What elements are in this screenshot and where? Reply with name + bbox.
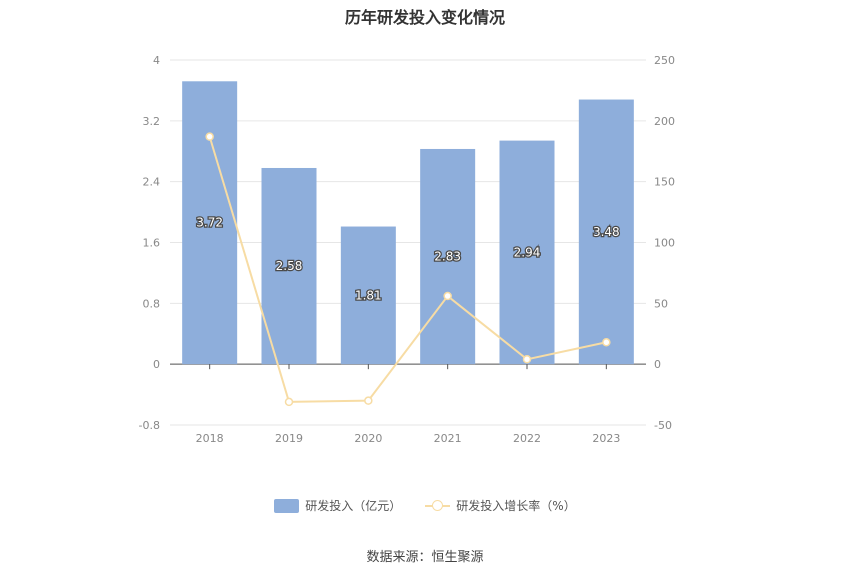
growth-rate-point — [522, 355, 532, 364]
legend-bar-swatch — [274, 498, 300, 513]
y-right-tick-label: 250 — [654, 54, 675, 67]
bar-value-label: 3.48 — [593, 225, 620, 239]
x-tick-label: 2023 — [592, 432, 620, 445]
bar — [499, 140, 555, 365]
y-left-tick-label: 1.6 — [143, 237, 161, 250]
growth-rate-point — [284, 397, 294, 407]
y-left-tick-label: -0.8 — [139, 419, 160, 432]
legend-line-swatch — [425, 499, 451, 513]
x-tick-label: 2018 — [196, 432, 224, 445]
growth-rate-line — [208, 136, 607, 403]
y-left-tick-label: 3.2 — [143, 115, 161, 128]
y-right-tick-label: -50 — [654, 419, 672, 432]
growth-rate-point — [443, 291, 452, 301]
bar — [340, 226, 396, 365]
data-source: 数据来源：恒生聚源 — [366, 550, 484, 565]
x-tick-label: 2020 — [354, 432, 382, 445]
y-right-tick-label: 150 — [654, 176, 675, 189]
x-tick-label: 2022 — [513, 432, 541, 445]
y-right-tick-label: 100 — [654, 237, 675, 250]
y-left-tick-label: 4 — [153, 54, 160, 67]
y-right-tick-label: 200 — [654, 115, 675, 128]
bar — [578, 99, 634, 365]
bar — [261, 167, 317, 365]
bar-value-label: 2.58 — [276, 259, 303, 273]
y-right-tick-label: 0 — [654, 358, 661, 371]
bar-value-label: 1.81 — [355, 288, 382, 302]
growth-rate-point — [205, 132, 214, 141]
legend-label-rd-investment: 研发投入（亿元） — [305, 499, 402, 513]
bar-value-label: 3.72 — [196, 216, 223, 230]
y-left-tick-label: 2.4 — [143, 176, 161, 189]
y-right-tick-label: 50 — [654, 297, 668, 310]
y-left-tick-label: 0 — [153, 358, 160, 371]
x-tick-label: 2019 — [275, 432, 303, 445]
bar-value-label: 2.83 — [434, 250, 461, 264]
y-left-tick-label: 0.8 — [143, 297, 161, 310]
legend-item-growth-rate[interactable]: 研发投入增长率（%） — [425, 497, 576, 514]
bar — [420, 148, 476, 365]
legend-label-growth-rate: 研发投入增长率（%） — [456, 499, 576, 513]
legend-item-rd-investment[interactable]: 研发投入（亿元） — [274, 497, 401, 514]
bar — [182, 81, 238, 365]
bar-value-label: 2.94 — [514, 245, 541, 259]
growth-rate-point — [364, 396, 373, 405]
legend: 研发投入（亿元） 研发投入增长率（%） — [0, 497, 850, 514]
growth-rate-point — [602, 338, 611, 347]
chart-title: 历年研发投入变化情况 — [344, 8, 505, 27]
x-tick-label: 2021 — [434, 432, 462, 445]
